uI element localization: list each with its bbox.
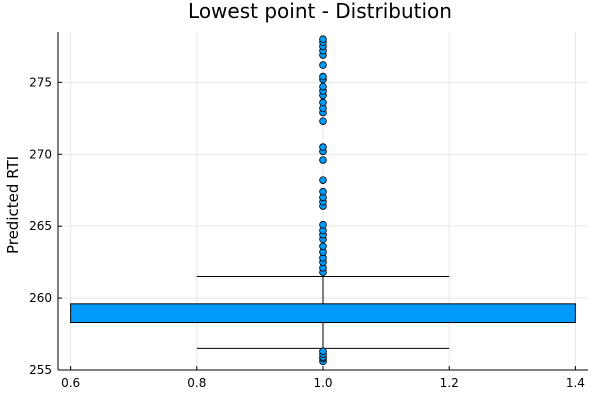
outlier-point xyxy=(319,82,327,91)
outlier-series xyxy=(319,35,327,366)
x-tick-label: 0.6 xyxy=(61,376,80,390)
y-tick-label: 275 xyxy=(29,75,52,89)
box-series xyxy=(70,276,576,349)
outlier-point xyxy=(319,35,327,43)
y-tick-label: 260 xyxy=(29,291,52,305)
outlier-point xyxy=(319,72,327,81)
chart-title: Lowest point - Distribution xyxy=(188,0,452,23)
outlier-point xyxy=(319,220,327,229)
outlier-point xyxy=(319,61,327,69)
outlier-point xyxy=(319,117,327,125)
y-axis-label: Predicted RTI xyxy=(4,156,22,254)
outlier-point xyxy=(319,176,327,184)
outlier-point xyxy=(319,242,327,251)
y-tick-label: 270 xyxy=(29,147,52,161)
y-tick-label: 255 xyxy=(29,363,52,377)
y-tick-label: 265 xyxy=(29,219,52,233)
outlier-point xyxy=(319,143,327,151)
x-tick-label: 0.8 xyxy=(187,376,206,390)
x-tick-label: 1.2 xyxy=(440,376,459,390)
outlier-point xyxy=(319,187,327,196)
outlier-point xyxy=(319,347,327,356)
iqr-box xyxy=(70,303,576,324)
x-tick-label: 1.4 xyxy=(566,376,585,390)
axes: 0.6 0.8 1.0 1.2 1.4 255 260 265 270 275 xyxy=(29,32,588,390)
x-tick-label: 1.0 xyxy=(313,376,332,390)
outlier-point xyxy=(319,98,327,107)
outlier-point xyxy=(319,156,327,164)
